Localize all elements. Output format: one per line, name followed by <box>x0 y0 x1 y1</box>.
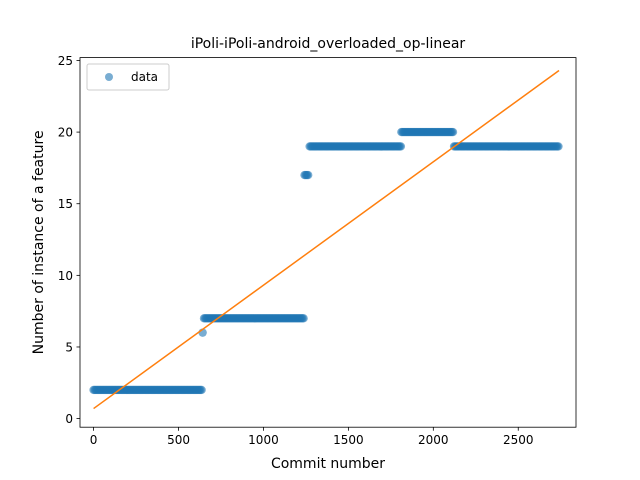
data-point <box>448 127 458 137</box>
data-layer <box>89 69 563 410</box>
axes-layer: 0 500 1000 1500 2000 2500 0 5 10 15 20 25 <box>58 54 577 447</box>
y-tick-label: 25 <box>58 54 73 68</box>
x-tick-label: 1500 <box>333 433 364 447</box>
data-point <box>554 142 563 151</box>
data-segment-4 <box>305 142 406 151</box>
data-segment-6 <box>449 142 563 151</box>
legend-box <box>86 63 170 91</box>
fit-line <box>93 69 560 410</box>
x-tick-label: 1000 <box>248 433 279 447</box>
x-tick-label: 2500 <box>503 433 534 447</box>
y-tick-label: 10 <box>58 269 73 283</box>
y-tick-label: 20 <box>58 126 73 140</box>
legend-marker-data <box>105 73 113 81</box>
data-segment-2 <box>199 314 308 323</box>
data-segment-3 <box>300 170 313 180</box>
legend-label-data: data <box>131 70 158 84</box>
x-axis-label: Commit number <box>271 456 385 472</box>
y-tick-label: 0 <box>65 412 73 426</box>
data-point <box>396 142 406 151</box>
data-segment-0 <box>89 385 206 395</box>
chart-title: iPoli-iPoli-android_overloaded_op-linear <box>191 36 466 52</box>
data-point <box>197 385 206 395</box>
legend: data <box>86 63 170 91</box>
y-tick-label: 5 <box>65 340 73 354</box>
x-tick-label: 500 <box>167 433 190 447</box>
x-tick-label: 2000 <box>418 433 449 447</box>
y-axis-label: Number of instance of a feature <box>31 130 47 354</box>
x-tick-label: 0 <box>90 433 98 447</box>
data-point <box>299 314 308 323</box>
data-point <box>303 170 313 180</box>
y-tick-label: 15 <box>58 197 73 211</box>
axes-frame <box>79 57 577 428</box>
data-segment-5 <box>397 127 458 137</box>
